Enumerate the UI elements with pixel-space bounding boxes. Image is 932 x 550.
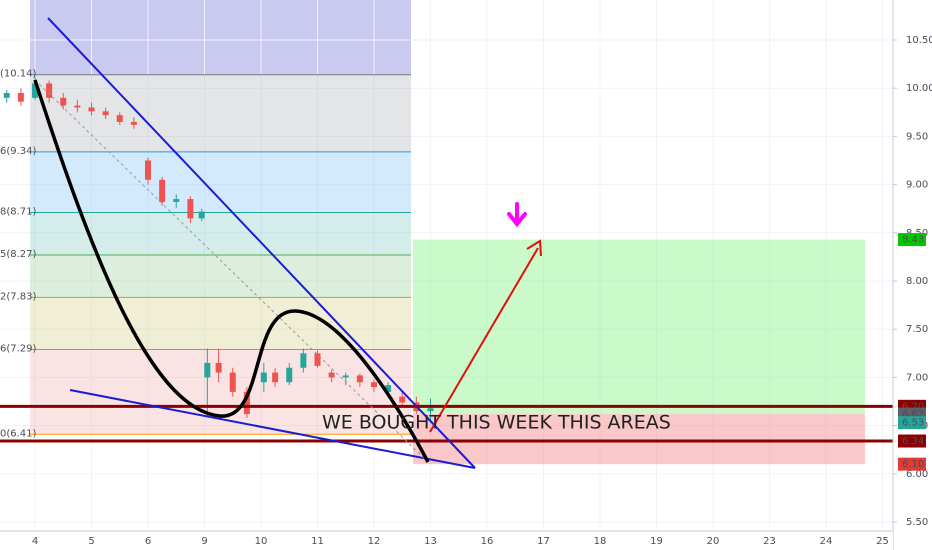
- fib-top-band: [30, 0, 411, 75]
- cup-curve: [33, 79, 430, 463]
- price-tag: [898, 416, 926, 430]
- x-tick-label: 9: [201, 536, 207, 547]
- candle-body: [187, 199, 194, 219]
- x-tick-label: 16: [481, 536, 494, 547]
- x-tick-label: 18: [594, 536, 607, 547]
- x-tick-label: 13: [424, 536, 437, 547]
- fib-diagonal: [34, 79, 429, 463]
- x-tick-label: 10: [255, 536, 268, 547]
- candle-body: [272, 372, 279, 383]
- mid-layer: [0, 76, 893, 443]
- price-tag: [898, 233, 926, 247]
- drawings: [33, 17, 542, 469]
- x-tick-label: 17: [537, 536, 550, 547]
- candle-body: [88, 107, 95, 112]
- y-tick-label: 10.00: [906, 83, 932, 94]
- candle-body: [159, 179, 166, 202]
- candle-body: [215, 362, 222, 373]
- candle-body: [328, 372, 335, 378]
- x-tick-label: 5: [88, 536, 94, 547]
- candle-body: [130, 121, 137, 125]
- x-tick-label: 25: [876, 536, 889, 547]
- candle-body: [427, 408, 434, 412]
- fib-band: [30, 212, 411, 255]
- x-tick-label: 19: [650, 536, 663, 547]
- y-tick-label: 5.50: [906, 517, 928, 528]
- candle-body: [102, 111, 109, 116]
- candle-body: [17, 93, 24, 102]
- y-tick-label: 7.50: [906, 324, 928, 335]
- candle-body: [314, 353, 321, 366]
- candle-body: [399, 396, 406, 403]
- y-tick-label: 6.00: [906, 469, 928, 480]
- x-tick-label: 20: [707, 536, 720, 547]
- candle-body: [116, 115, 123, 122]
- candle-body: [198, 211, 205, 219]
- price-tag-label: 6.53: [902, 418, 924, 429]
- fib-label: 8(8.71): [0, 207, 37, 218]
- candle-body: [145, 160, 151, 180]
- price-tag-label: 6.34: [902, 436, 924, 447]
- back-layer: (10.14) 6(9.34) 8(8.71) 5(8.27) 2(7.83) 6(7.2…: [0, 0, 893, 530]
- x-tick-label: 24: [820, 536, 833, 547]
- fib-label: 2(7.83): [0, 291, 37, 302]
- projection-arrow: [429, 247, 539, 433]
- fib-label: 6(7.29): [0, 343, 37, 354]
- x-tick-label: 12: [368, 536, 381, 547]
- candle-body: [300, 353, 307, 368]
- candle-body: [371, 382, 377, 388]
- trendline-lower: [69, 389, 476, 469]
- x-tick-label: 4: [32, 536, 38, 547]
- x-tick-label: 23: [763, 536, 776, 547]
- annotation: WE BOUGHT THIS WEEK THIS AREAS: [322, 412, 671, 434]
- trendline-upper: [47, 17, 476, 469]
- x-tick-label: 6: [145, 536, 151, 547]
- candle-body: [385, 385, 392, 392]
- y-tick-label: 7.00: [906, 372, 928, 383]
- candle-body: [243, 391, 250, 415]
- fib-band: [30, 151, 411, 213]
- candle-body: [46, 83, 53, 98]
- target-zone: [413, 239, 865, 415]
- fib-label: (10.14): [0, 69, 37, 80]
- projection-arrow-head: [526, 239, 542, 257]
- time-axis-bg: [0, 531, 893, 550]
- price-tag: [898, 457, 926, 471]
- candle-body: [229, 372, 236, 392]
- fib-label: 6(9.34): [0, 146, 37, 157]
- price-tag: [898, 434, 926, 448]
- candle-body: [356, 375, 363, 383]
- candle-body: [260, 372, 267, 383]
- y-tick-label: 10.50: [906, 35, 932, 46]
- price-tag-label: 6.62: [902, 409, 924, 420]
- candle-body: [173, 199, 180, 202]
- fib-label: 5(8.27): [0, 249, 37, 260]
- candle-body: [204, 362, 211, 378]
- price-tag-label: 8.43: [902, 235, 924, 246]
- candle-body: [3, 93, 10, 98]
- y-tick-label: 9.50: [906, 131, 928, 142]
- fib-label: 0(6.41): [0, 428, 37, 439]
- stop-zone: [413, 414, 865, 465]
- price-tag-label: 6.10: [902, 459, 924, 470]
- candle-body: [60, 97, 67, 106]
- x-tick-label: 11: [311, 536, 324, 547]
- y-tick-label: 9.00: [906, 180, 928, 191]
- candle-body: [286, 367, 293, 383]
- candle-body: [32, 83, 38, 98]
- candle-body: [74, 105, 81, 108]
- y-tick-label: 8.00: [906, 276, 928, 287]
- down-arrow: [507, 202, 527, 228]
- price-tag-label: 6.70: [902, 401, 924, 412]
- fib-band: [30, 254, 411, 298]
- candle-body: [342, 375, 349, 378]
- fib-band: [30, 74, 411, 152]
